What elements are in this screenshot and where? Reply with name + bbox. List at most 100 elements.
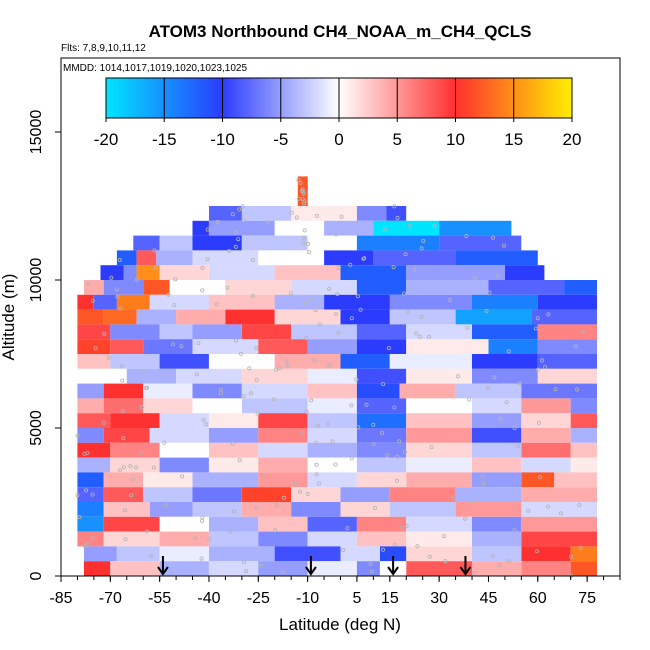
heatmap-cell [373, 250, 456, 266]
observation-point [129, 493, 134, 498]
observation-point [569, 554, 574, 559]
observation-point [225, 285, 230, 290]
heatmap-cell [307, 383, 357, 399]
heatmap-cell [103, 428, 150, 443]
observation-point [313, 440, 318, 445]
heatmap-cell [472, 531, 522, 547]
heatmap-cell [241, 398, 308, 414]
observation-point [468, 498, 473, 503]
observation-point [254, 505, 259, 510]
heatmap-cell [307, 516, 357, 532]
heatmap-cell [307, 561, 357, 576]
observation-point [139, 405, 144, 410]
heatmap-cell [340, 309, 390, 325]
heatmap-cell [307, 368, 357, 384]
colorbar-tick-label: -15 [152, 130, 177, 149]
heatmap-cell [77, 309, 104, 325]
observation-point [121, 436, 126, 441]
heatmap-cell [258, 413, 308, 428]
heatmap-cell [406, 324, 473, 340]
heatmap-cell [324, 294, 390, 310]
heatmap-cell [521, 472, 555, 488]
observation-point [90, 298, 95, 303]
observation-point [336, 330, 341, 335]
observation-point [114, 287, 119, 292]
observation-point [536, 367, 541, 372]
heatmap-cell [307, 339, 357, 354]
observation-point [349, 403, 354, 408]
heatmap-cell [531, 309, 597, 325]
heatmap-cell [406, 339, 489, 354]
observation-point [123, 508, 128, 513]
observation-point [227, 248, 232, 253]
heatmap-cell [521, 546, 571, 562]
observation-point [540, 358, 545, 363]
observation-point [335, 291, 340, 296]
observation-point [234, 338, 239, 343]
heatmap-cell [116, 546, 160, 562]
heatmap-cell [439, 220, 512, 236]
heatmap-cell [209, 531, 259, 547]
observation-point [501, 243, 506, 248]
observation-point [492, 375, 497, 380]
observation-point [75, 493, 80, 498]
observation-point [341, 548, 346, 553]
heatmap-cell [143, 487, 193, 502]
heatmap-cell [149, 428, 209, 443]
observation-point [302, 199, 307, 204]
heatmap-cell [209, 561, 259, 576]
heatmap-cell [176, 309, 226, 325]
heatmap-cell [143, 383, 193, 399]
observation-point [304, 336, 309, 341]
observation-point [384, 453, 389, 458]
observation-point [84, 488, 89, 493]
observation-point [534, 549, 539, 554]
observation-point [526, 508, 531, 513]
colorbar-tick-label: 10 [446, 130, 465, 149]
heatmap-cell [258, 250, 325, 266]
mmdd-label: MMDD: 1014,1017,1019,1020,1023,1025 [63, 63, 247, 74]
heatmap-cell [126, 368, 177, 384]
observation-point [243, 569, 248, 574]
observation-point [334, 232, 339, 237]
observation-point [472, 275, 477, 280]
heatmap-cell [225, 309, 275, 325]
observation-point [306, 250, 311, 255]
heatmap-cell [537, 368, 597, 384]
heatmap-cell [521, 516, 597, 532]
observation-point [463, 516, 468, 521]
heatmap-cell [100, 265, 124, 280]
heatmap-cell [209, 457, 259, 473]
heatmap-cell [209, 442, 259, 458]
observation-point [200, 518, 205, 523]
heatmap-cell [356, 398, 407, 414]
heatmap-cell [472, 546, 522, 562]
heatmap-cell [274, 294, 324, 310]
observation-point [296, 177, 301, 182]
heatmap-cell [406, 457, 473, 473]
observation-point [207, 537, 212, 542]
observation-point [218, 387, 223, 392]
observation-point [427, 334, 432, 339]
observation-point [93, 346, 98, 351]
observation-point [417, 334, 422, 339]
observation-point [120, 378, 125, 383]
observation-point [558, 511, 563, 516]
heatmap-cell [209, 206, 242, 221]
heatmap-cell [472, 324, 538, 340]
observation-point [467, 397, 472, 402]
observation-point [162, 440, 167, 445]
x-tick-label: 45 [480, 590, 498, 607]
heatmap-cell [472, 516, 522, 532]
observation-point [312, 358, 317, 363]
observation-point [241, 560, 246, 565]
observation-point [75, 433, 80, 438]
observation-point [293, 481, 298, 486]
heatmap-cell [77, 413, 111, 428]
observation-point [317, 322, 322, 327]
observation-point [201, 418, 206, 423]
heatmap-cell [159, 516, 209, 532]
heatmap-cell [143, 398, 193, 414]
heatmap-cell [241, 235, 308, 251]
observation-point [180, 474, 185, 479]
